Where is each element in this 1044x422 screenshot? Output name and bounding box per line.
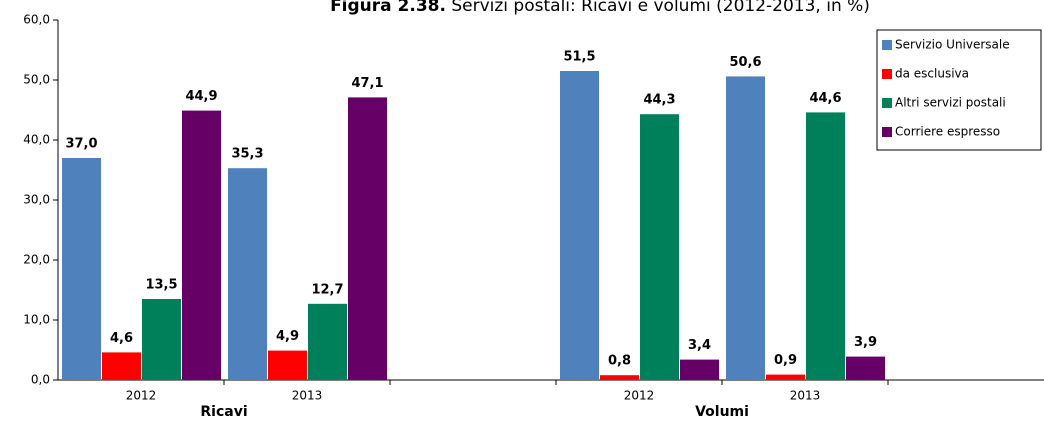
- value-label: 50,6: [729, 55, 761, 70]
- legend-label: Altri servizi postali: [895, 96, 1006, 110]
- chart-title: Figura 2.38. Servizi postali: Ricavi e v…: [330, 0, 870, 16]
- bar: [726, 76, 765, 381]
- value-label: 44,3: [643, 93, 675, 108]
- y-tick-label: 0,0: [31, 373, 50, 387]
- value-label: 4,9: [276, 329, 299, 344]
- value-label: 13,5: [145, 278, 177, 293]
- bar: [268, 350, 307, 380]
- y-tick-label: 60,0: [23, 13, 50, 27]
- title-prefix: Figura 2.38.: [330, 0, 446, 16]
- value-label: 3,4: [688, 338, 711, 353]
- legend-swatch: [882, 127, 892, 137]
- value-label: 37,0: [65, 137, 97, 152]
- bar: [560, 71, 599, 380]
- bar: [680, 359, 719, 380]
- x-tick-label: 2013: [790, 389, 821, 403]
- group-label: Volumi: [695, 404, 749, 420]
- group-label: Ricavi: [200, 404, 247, 420]
- legend-label: Servizio Universale: [895, 38, 1010, 52]
- bar: [182, 110, 221, 380]
- legend-swatch: [882, 69, 892, 79]
- title-text: Servizi postali: Ricavi e volumi (2012-2…: [451, 0, 870, 16]
- bar: [806, 112, 845, 381]
- y-tick-label: 40,0: [23, 133, 50, 147]
- value-label: 35,3: [231, 147, 263, 162]
- bar: [766, 374, 805, 380]
- value-label: 3,9: [854, 335, 877, 350]
- bar: [600, 375, 639, 380]
- value-label: 44,9: [185, 89, 217, 104]
- legend-swatch: [882, 40, 892, 50]
- value-label: 47,1: [351, 76, 383, 91]
- value-label: 4,6: [110, 331, 133, 346]
- bar: [102, 352, 141, 380]
- legend-label: Corriere espresso: [895, 125, 1000, 139]
- bar: [228, 168, 267, 380]
- y-tick-label: 10,0: [23, 313, 50, 327]
- value-label: 51,5: [563, 50, 595, 65]
- y-tick-label: 20,0: [23, 253, 50, 267]
- y-tick-label: 50,0: [23, 73, 50, 87]
- legend-swatch: [882, 98, 892, 108]
- value-label: 12,7: [311, 282, 343, 297]
- bar: [348, 97, 387, 381]
- y-tick-label: 30,0: [23, 193, 50, 207]
- x-tick-label: 2012: [624, 389, 655, 403]
- legend-box: [876, 29, 1042, 151]
- legend-label: da esclusiva: [895, 67, 969, 81]
- bar: [62, 158, 101, 380]
- bar: [308, 303, 347, 380]
- bar: [142, 299, 181, 380]
- bar: [846, 356, 885, 380]
- value-label: 0,8: [608, 354, 631, 369]
- bar: [640, 114, 679, 380]
- value-label: 44,6: [809, 91, 841, 106]
- x-tick-label: 2012: [126, 389, 157, 403]
- value-label: 0,9: [774, 353, 797, 368]
- x-tick-label: 2013: [292, 389, 323, 403]
